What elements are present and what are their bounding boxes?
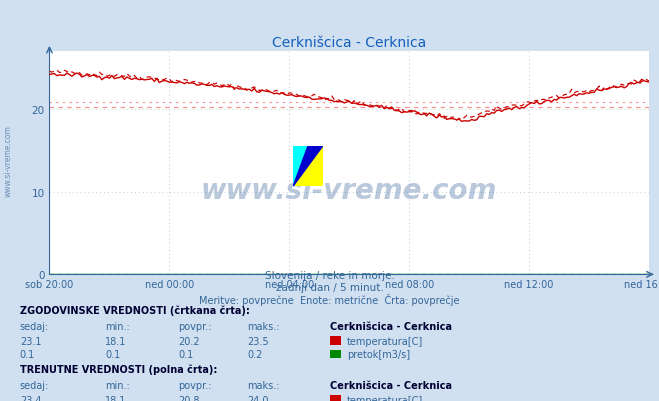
Text: Slovenija / reke in morje.: Slovenija / reke in morje. — [264, 271, 395, 281]
Text: temperatura[C]: temperatura[C] — [347, 336, 423, 346]
Text: min.:: min.: — [105, 321, 130, 331]
Text: 0.1: 0.1 — [178, 349, 193, 359]
Text: povpr.:: povpr.: — [178, 321, 212, 331]
Text: Cerknišcica - Cerknica: Cerknišcica - Cerknica — [330, 380, 451, 390]
Text: 23.1: 23.1 — [20, 336, 42, 346]
Text: www.si-vreme.com: www.si-vreme.com — [201, 176, 498, 204]
Polygon shape — [293, 146, 323, 186]
Text: 0.1: 0.1 — [20, 349, 35, 359]
Text: 18.1: 18.1 — [105, 395, 127, 401]
Polygon shape — [293, 146, 308, 186]
Text: 23.5: 23.5 — [247, 336, 269, 346]
Text: Cerknišcica - Cerknica: Cerknišcica - Cerknica — [330, 321, 451, 331]
Polygon shape — [293, 146, 323, 186]
Text: pretok[m3/s]: pretok[m3/s] — [347, 349, 410, 359]
Title: Cerknišcica - Cerknica: Cerknišcica - Cerknica — [272, 36, 426, 50]
Text: maks.:: maks.: — [247, 321, 279, 331]
Text: 24.0: 24.0 — [247, 395, 269, 401]
Text: 18.1: 18.1 — [105, 336, 127, 346]
Text: www.si-vreme.com: www.si-vreme.com — [4, 125, 13, 196]
Text: 20.8: 20.8 — [178, 395, 200, 401]
Text: 23.4: 23.4 — [20, 395, 42, 401]
Text: zadnji dan / 5 minut.: zadnji dan / 5 minut. — [275, 283, 384, 293]
Text: 0.1: 0.1 — [105, 349, 121, 359]
Text: min.:: min.: — [105, 380, 130, 390]
Text: 0.2: 0.2 — [247, 349, 262, 359]
Text: 20.2: 20.2 — [178, 336, 200, 346]
Text: Meritve: povprečne  Enote: metrične  Črta: povprečje: Meritve: povprečne Enote: metrične Črta:… — [199, 293, 460, 305]
Text: sedaj:: sedaj: — [20, 380, 49, 390]
Text: maks.:: maks.: — [247, 380, 279, 390]
Text: TRENUTNE VREDNOSTI (polna črta):: TRENUTNE VREDNOSTI (polna črta): — [20, 364, 217, 375]
Text: povpr.:: povpr.: — [178, 380, 212, 390]
Text: ZGODOVINSKE VREDNOSTI (črtkana črta):: ZGODOVINSKE VREDNOSTI (črtkana črta): — [20, 305, 250, 316]
Text: temperatura[C]: temperatura[C] — [347, 395, 423, 401]
Text: sedaj:: sedaj: — [20, 321, 49, 331]
